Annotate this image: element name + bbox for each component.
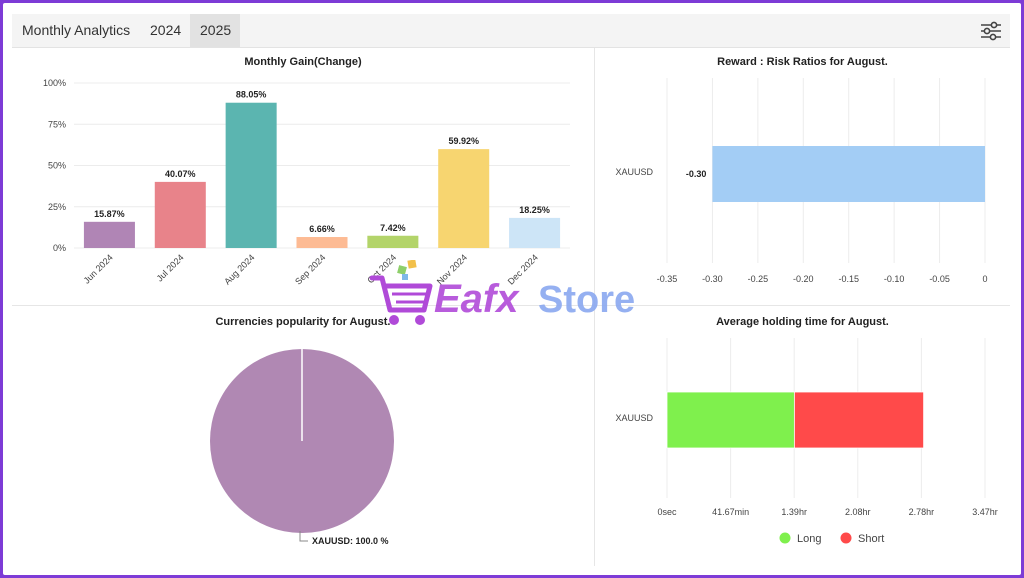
bar-data-label: 6.66% [309,224,335,234]
bar-data-label: 59.92% [448,136,479,146]
panel-divider-vertical [594,48,595,566]
bar [438,149,490,248]
x-tick-label: Jun 2024 [82,252,115,285]
holding-time-panel: Average holding time for August. 0sec 41.… [595,306,1010,566]
page-title: Monthly Analytics [22,22,131,38]
x-tick-label: -0.15 [838,274,859,284]
bar-data-label: 15.87% [94,209,125,219]
y-tick-label: 0% [53,243,66,253]
x-tick-label: Dec 2024 [506,252,540,286]
holding-time-title: Average holding time for August. [716,316,889,328]
settings-button[interactable] [978,18,1004,44]
x-tick-label: Aug 2024 [222,252,256,286]
x-tick-label: 0 [982,274,987,284]
monthly-gain-chart: 0% 25% 50% 75% 100% 15.87% Jun 2024 40.07% Jul 2… [43,78,570,287]
legend-label: Long [797,533,821,545]
bar [225,102,277,248]
x-tick-label: Nov 2024 [435,252,469,286]
x-tick-label: 3.47hr [972,507,998,517]
pie-label-connector [299,531,308,542]
stacked-bar-segment [793,391,924,449]
x-tick-label: -0.30 [702,274,723,284]
panel-divider-horizontal [12,305,1010,306]
x-tick-label: 2.08hr [845,507,871,517]
bar [296,237,348,248]
x-tick-label: -0.25 [748,274,769,284]
bar [367,235,419,248]
x-tick-label: Oct 2024 [365,252,398,285]
reward-risk-chart: -0.35 -0.30 -0.25 -0.20 -0.15 -0.10 -0.05 0 -0.3… [615,78,988,284]
currency-popularity-chart: XAUUSD: 100.0 % [210,349,394,546]
legend-label: Short [858,533,884,545]
bar-data-label: 7.42% [380,223,406,233]
x-tick-label: -0.35 [657,274,678,284]
y-category-label: XAUUSD [615,167,653,177]
legend-marker [779,532,791,544]
bar [154,181,206,248]
header-tabbar: Monthly Analytics 2024 2025 [12,14,1010,48]
bar [83,221,135,248]
pie-data-label: XAUUSD: 100.0 % [312,536,389,546]
bar [509,217,561,248]
reward-risk-title: Reward : Risk Ratios for August. [717,56,888,68]
currency-popularity-panel: Currencies popularity for August. XAUUSD… [12,306,594,566]
x-tick-label: -0.20 [793,274,814,284]
stacked-bar-segment [666,391,795,449]
y-tick-label: 75% [48,119,66,129]
x-tick-label: Jul 2024 [155,252,186,283]
x-tick-label: 1.39hr [781,507,807,517]
monthly-gain-panel: Monthly Gain(Change) 0% 25% 50% 75% 100% 15.8… [12,48,594,305]
holding-time-chart: 0sec 41.67min 1.39hr 2.08hr 2.78hr 3.47hr XAUU… [615,338,998,545]
bar-data-label: 88.05% [236,90,267,100]
monthly-gain-title: Monthly Gain(Change) [244,56,362,68]
y-tick-label: 25% [48,202,66,212]
bar-data-label: 40.07% [165,169,196,179]
y-category-label: XAUUSD [615,413,653,423]
tab-2025[interactable]: 2025 [190,14,240,47]
y-tick-label: 50% [48,161,66,171]
bar-data-label: -0.30 [686,169,707,179]
y-tick-label: 100% [43,78,66,88]
currency-popularity-title: Currencies popularity for August. [215,316,391,328]
sliders-icon [981,21,1001,41]
x-tick-label: -0.05 [929,274,950,284]
x-tick-label: 0sec [657,507,677,517]
x-tick-label: -0.10 [884,274,905,284]
x-tick-label: 41.67min [712,507,749,517]
reward-risk-panel: Reward : Risk Ratios for August. -0.35 -0… [595,48,1010,305]
bar-data-label: 18.25% [519,205,550,215]
analytics-frame [3,3,1021,575]
x-tick-label: Sep 2024 [293,252,327,286]
legend-marker [840,532,852,544]
tab-2024[interactable]: 2024 [150,22,182,38]
bar [712,146,985,202]
x-tick-label: 2.78hr [909,507,935,517]
